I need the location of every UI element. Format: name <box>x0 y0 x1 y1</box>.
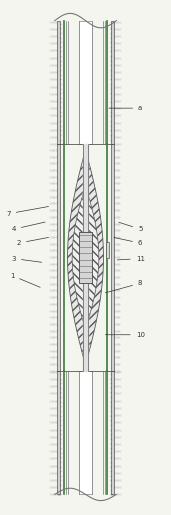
Bar <box>57 21 60 144</box>
Bar <box>79 371 92 494</box>
Polygon shape <box>68 149 103 366</box>
Text: 1: 1 <box>10 272 40 287</box>
Bar <box>111 21 114 144</box>
Text: 6: 6 <box>114 237 142 246</box>
Bar <box>111 144 114 371</box>
Bar <box>57 144 60 371</box>
Bar <box>79 21 92 144</box>
Bar <box>106 242 109 258</box>
Text: a: a <box>109 105 142 111</box>
Text: 10: 10 <box>105 332 145 338</box>
Text: 4: 4 <box>11 222 45 232</box>
Text: 11: 11 <box>117 255 145 262</box>
Text: 2: 2 <box>17 237 49 246</box>
Bar <box>111 371 114 494</box>
Text: 8: 8 <box>105 280 142 293</box>
Bar <box>79 232 92 283</box>
Polygon shape <box>72 185 99 330</box>
Text: 5: 5 <box>119 222 142 232</box>
Bar <box>57 371 60 494</box>
Text: 3: 3 <box>11 255 42 262</box>
Text: 7: 7 <box>6 207 49 217</box>
